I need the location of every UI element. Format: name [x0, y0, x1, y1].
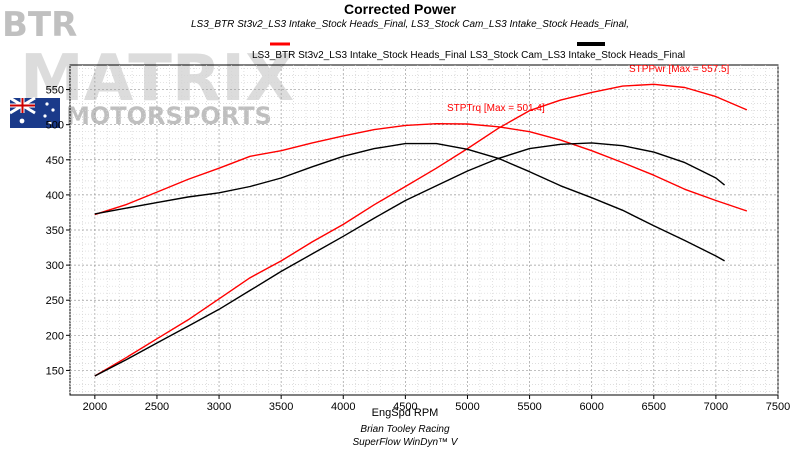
power-max-annotation: STPPwr [Max = 557.5] [629, 64, 730, 75]
y-tick-label: 250 [46, 295, 64, 307]
x-tick-label: 5500 [517, 401, 541, 413]
series-line-btr-power [94, 83, 748, 377]
x-tick-label: 4500 [393, 401, 417, 413]
y-tick-label: 200 [46, 330, 64, 342]
btr-badge-text: BTR [2, 5, 77, 45]
x-tick-label: 6500 [642, 401, 666, 413]
x-tick-label: 7000 [704, 401, 728, 413]
chart-title: Corrected Power [344, 1, 457, 17]
legend-label-btr: LS3_BTR St3v2_LS3 Intake_Stock Heads_Fin… [252, 50, 467, 61]
chart-subtitle: LS3_BTR St3v2_LS3 Intake_Stock Heads_Fin… [191, 19, 629, 30]
x-tick-label: 2000 [83, 401, 107, 413]
series-lines [94, 83, 748, 377]
series-line-btr-torque [94, 122, 748, 216]
australia-flag-icon [9, 96, 60, 128]
torque-max-annotation: STPTrq [Max = 501.4] [447, 103, 545, 114]
y-tick-label: 350 [46, 225, 64, 237]
credit-line-1: Brian Tooley Racing [360, 424, 450, 435]
x-tick-label: 5000 [455, 401, 479, 413]
y-tick-label: 450 [46, 155, 64, 167]
y-tick-label: 150 [46, 365, 64, 377]
credit-line-2: SuperFlow WinDyn™ V [353, 437, 459, 448]
x-tick-label: 7500 [766, 401, 790, 413]
x-tick-label: 4000 [331, 401, 355, 413]
x-tick-label: 3000 [207, 401, 231, 413]
y-tick-label: 300 [46, 260, 64, 272]
series-line-stock-torque [94, 142, 725, 262]
x-tick-label: 3500 [269, 401, 293, 413]
x-axis-ticks: 2000 2500 3000 3500 4000 4500 5000 5500 6000 6500… [83, 395, 790, 413]
legend-label-stock: LS3_Stock Cam_LS3 Intake_Stock Heads_Fin… [470, 50, 685, 61]
x-tick-label: 2500 [145, 401, 169, 413]
x-tick-label: 6000 [579, 401, 603, 413]
x-axis-label: EngSpd RPM [372, 407, 439, 419]
y-tick-label: 500 [46, 120, 64, 132]
grid-lines [69, 65, 779, 395]
series-line-stock-power [94, 142, 726, 377]
y-tick-label: 400 [46, 190, 64, 202]
motorsports-logo-text: MOTORSPORTS [66, 102, 272, 130]
y-axis-ticks: 150 200 250 300 350 400 450 500 550 [46, 85, 70, 377]
legend: LS3_BTR St3v2_LS3 Intake_Stock Heads_Fin… [252, 42, 685, 61]
y-tick-label: 550 [46, 85, 64, 97]
